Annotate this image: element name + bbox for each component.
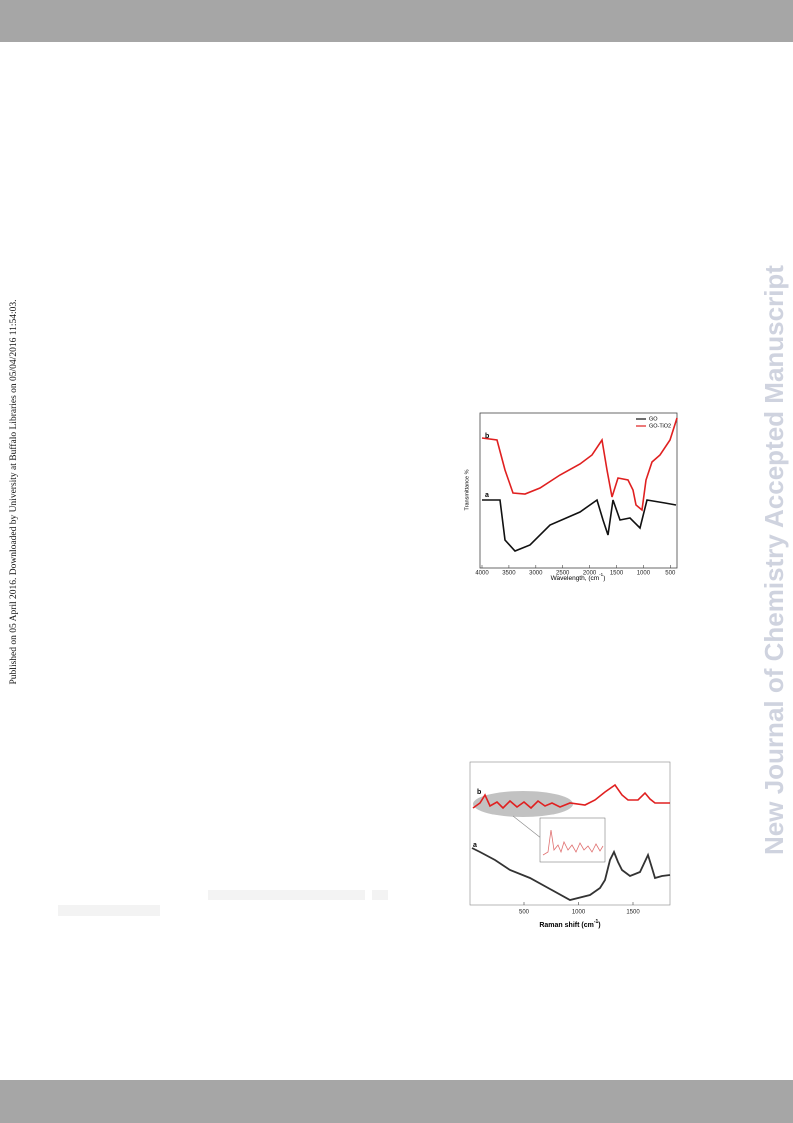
x-axis-label-text: Wavelength, (cm bbox=[551, 575, 600, 582]
bottom-bar bbox=[0, 1080, 793, 1123]
inset bbox=[539, 817, 606, 863]
x-axis-label-sup: -1 bbox=[594, 919, 599, 925]
x-tick-label: 500 bbox=[665, 571, 676, 577]
watermark: New Journal of Chemistry Accepted Manusc… bbox=[759, 265, 789, 855]
x-tick-label: 3000 bbox=[529, 571, 543, 577]
faint-block bbox=[372, 890, 388, 900]
x-axis-label-text: Raman shift (cm bbox=[539, 922, 593, 929]
x-tick-label: 4000 bbox=[475, 571, 489, 577]
faint-block bbox=[58, 905, 160, 916]
figure-2: b a 500 1000 1500 Raman shift (cm-1) bbox=[469, 761, 671, 929]
spectrum-go-tio2 bbox=[481, 417, 678, 512]
curve-label: b bbox=[485, 433, 489, 440]
raman-go-tio2 bbox=[472, 783, 670, 810]
x-axis-label: Wavelength, (cm-1) bbox=[551, 572, 606, 582]
legend-label: GO bbox=[649, 416, 658, 422]
x-axis-label: Raman shift (cm-1) bbox=[539, 919, 600, 929]
x-tick-label: 3500 bbox=[502, 571, 516, 577]
x-tick-label: 1500 bbox=[626, 910, 640, 916]
curve-label: b bbox=[477, 789, 481, 796]
faint-block bbox=[208, 890, 365, 900]
inset-curve bbox=[542, 829, 604, 856]
x-axis-label-sup: -1 bbox=[599, 572, 603, 577]
raman-go bbox=[471, 847, 671, 901]
x-tick-label: 1000 bbox=[637, 571, 651, 577]
top-bar bbox=[0, 0, 793, 42]
x-tick-label: 1500 bbox=[610, 571, 624, 577]
x-axis-label-end: ) bbox=[598, 922, 600, 929]
x-axis-label-end: ) bbox=[603, 575, 605, 582]
x-tick-label: 2000 bbox=[583, 571, 597, 577]
legend-label: GO-TiO2 bbox=[649, 423, 671, 429]
spectrum-go bbox=[482, 498, 677, 552]
plot-frame bbox=[479, 412, 678, 569]
curve-label: a bbox=[473, 842, 477, 849]
side-note: Published on 05 April 2016. Downloaded b… bbox=[8, 300, 19, 685]
x-tick-label: 500 bbox=[519, 910, 530, 916]
y-axis-label: Transmittance % bbox=[464, 469, 470, 510]
curve-label: a bbox=[485, 492, 489, 499]
highlight bbox=[473, 791, 573, 817]
x-tick-label: 1000 bbox=[572, 910, 586, 916]
figure-1: GO GO-TiO2 b a Transmittance % 4000 3500 3… bbox=[464, 412, 678, 582]
plot-frame bbox=[469, 761, 671, 906]
x-tick-label: 2500 bbox=[556, 571, 570, 577]
